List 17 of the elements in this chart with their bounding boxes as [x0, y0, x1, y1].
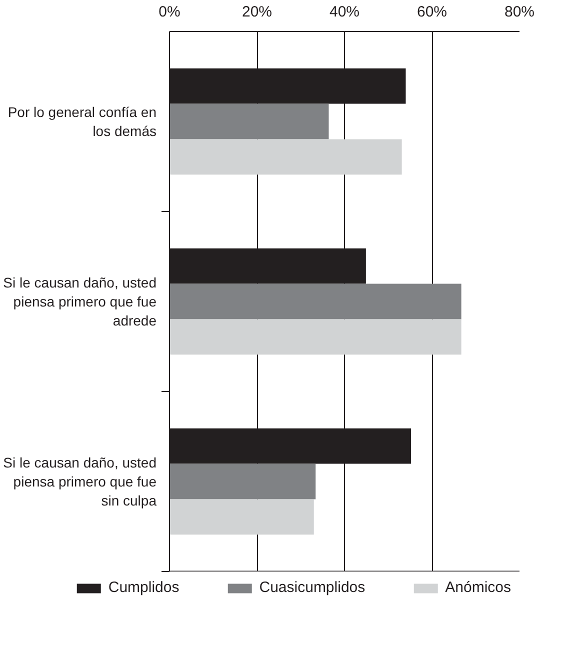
bar: [170, 139, 402, 175]
x-tick-label: 80%: [504, 4, 535, 20]
bar: [170, 464, 316, 500]
y-tick-label: Si le causan daño, usted piensa primero que fue adrede: [3, 274, 157, 329]
bar: [170, 104, 329, 140]
bar: [170, 319, 462, 355]
y-tick-label: Por lo general confía en los demás: [8, 104, 157, 140]
y-tick-label: Si le causan daño, usted piensa primero que fue sin culpa: [3, 454, 157, 509]
bar: [170, 499, 314, 535]
x-tick-label: 20%: [242, 4, 272, 20]
legend-label: Cuasicumplidos: [259, 579, 366, 596]
x-tick-label: 0%: [158, 4, 180, 20]
legend-label: Cumplidos: [108, 579, 180, 596]
x-tick-label: 40%: [329, 4, 360, 20]
x-tick-label: 60%: [416, 4, 448, 20]
bar: [170, 284, 462, 320]
legend-label: Anómicos: [445, 579, 511, 596]
